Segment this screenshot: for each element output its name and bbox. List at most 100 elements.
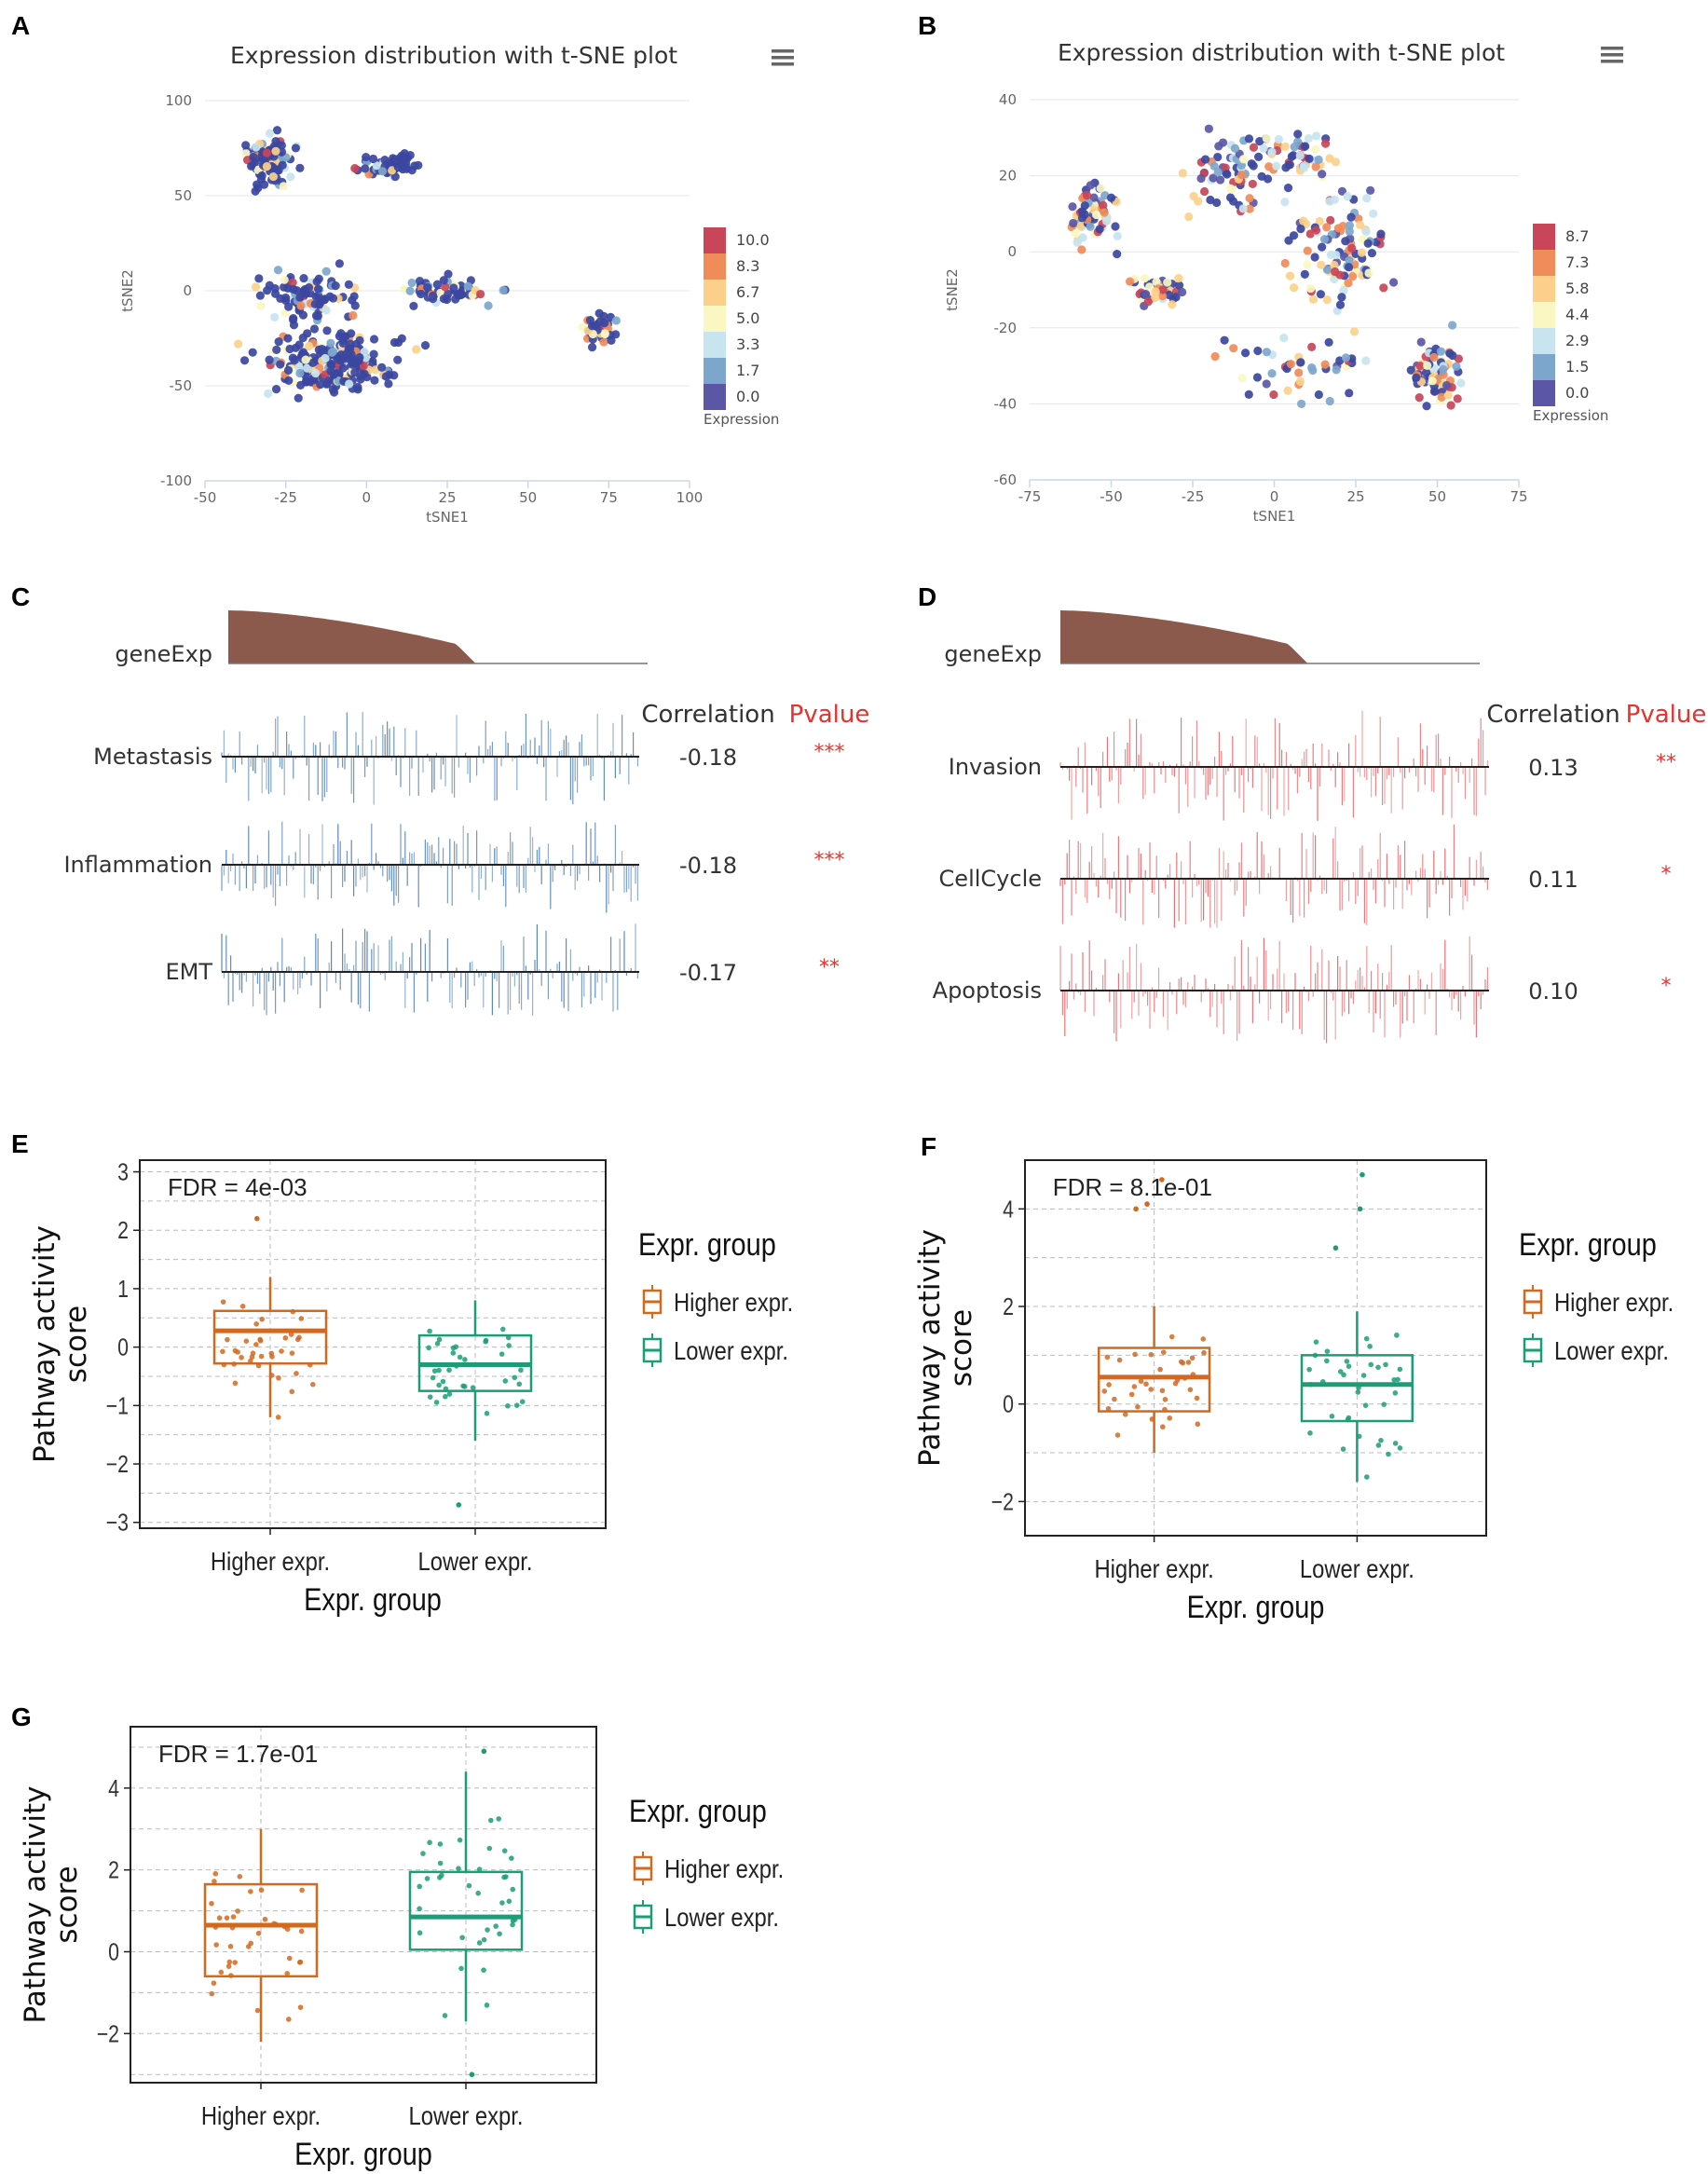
y-tick-label: 2 (117, 1217, 129, 1245)
jitter-point (1149, 1416, 1155, 1422)
jitter-point (502, 1378, 509, 1384)
legend-value: 1.7 (736, 362, 759, 379)
outlier-point (253, 1215, 260, 1222)
data-point (1446, 401, 1455, 410)
data-point (417, 289, 426, 299)
jitter-point (1178, 1359, 1184, 1365)
box-higher-expr (1097, 1177, 1211, 1454)
jitter-point (1157, 1366, 1163, 1373)
data-point (246, 161, 256, 171)
data-point (271, 385, 281, 394)
correlation-value: -0.18 (679, 853, 737, 879)
data-point (372, 161, 381, 171)
data-point (338, 363, 348, 373)
jitter-point (255, 1930, 262, 1936)
jitter-point (516, 1381, 523, 1388)
data-point (328, 294, 338, 303)
pathway-row: CellCycle 0.11 * (939, 824, 1672, 928)
data-point (1305, 283, 1316, 294)
data-point (286, 172, 295, 182)
barcode-bars (221, 712, 639, 805)
jitter-point (1105, 1405, 1112, 1412)
data-point (390, 172, 400, 182)
jitter-point (493, 1923, 499, 1929)
jitter-point (309, 1381, 316, 1388)
jitter-point (1122, 1411, 1128, 1417)
x-tick-label: 75 (600, 489, 618, 506)
data-point (1325, 197, 1334, 206)
x-axis-label: Expr. group (304, 1581, 442, 1618)
gene-expression-area (228, 610, 476, 663)
data-point (1221, 163, 1230, 172)
data-point (1269, 390, 1278, 400)
data-point (1100, 208, 1109, 217)
data-point (1361, 356, 1371, 365)
jitter-point (284, 1926, 291, 1933)
data-point (1335, 300, 1346, 309)
jitter-point (513, 1402, 520, 1408)
jitter-point (443, 1386, 449, 1392)
data-point (350, 301, 360, 310)
jitter-point (1356, 1433, 1362, 1440)
jitter-point (1367, 1344, 1373, 1349)
data-point (1343, 192, 1352, 201)
y-tick-label: -100 (160, 472, 192, 489)
data-point (1254, 152, 1264, 161)
legend-value: 4.4 (1565, 306, 1589, 323)
data-point (296, 301, 306, 310)
x-axis-label: tSNE1 (1253, 508, 1296, 525)
data-point (1178, 287, 1187, 297)
data-point (1095, 225, 1104, 234)
data-point (1429, 352, 1439, 362)
legend-value: 2.9 (1565, 332, 1589, 349)
data-point (1249, 143, 1259, 152)
data-point (1163, 278, 1172, 287)
box-higher-expr (212, 1215, 328, 1420)
data-point (1184, 212, 1194, 222)
data-point (409, 301, 418, 311)
y-axis-label: tSNE2 (944, 268, 961, 311)
data-point (1430, 387, 1440, 396)
data-point (1436, 347, 1446, 356)
data-point (1307, 363, 1317, 373)
legend-swatch (704, 306, 726, 332)
jitter-point (221, 1361, 227, 1368)
data-point (1295, 376, 1305, 387)
jitter-point (512, 1374, 518, 1381)
y-axis-label: Pathway activity (28, 1225, 61, 1463)
data-point (1089, 193, 1099, 202)
panel-label-d: D (918, 582, 937, 611)
correlation-value: 0.11 (1528, 867, 1578, 893)
jitter-point (1392, 1390, 1399, 1396)
data-point (309, 376, 319, 385)
data-point (1345, 255, 1354, 265)
jitter-point (1324, 1358, 1330, 1364)
jitter-point (230, 1914, 237, 1920)
data-point (1341, 237, 1350, 246)
data-point (1279, 334, 1289, 343)
data-point (1272, 161, 1281, 171)
data-point (1366, 185, 1375, 195)
data-point (1311, 162, 1320, 171)
data-point (262, 162, 272, 171)
data-point (348, 354, 357, 363)
data-point (1414, 393, 1424, 403)
jitter-point (442, 2013, 448, 2018)
jitter-point (484, 2003, 490, 2008)
pathway-label: Inflammation (63, 852, 212, 878)
tsne-panel-b: Expression distribution with t-SNE plot 4… (944, 39, 1623, 525)
fdr-label: FDR = 8.1e-01 (1053, 1173, 1212, 1201)
data-point (289, 284, 298, 294)
jitter-point (505, 1334, 512, 1341)
menu-icon (1601, 47, 1623, 63)
box-higher-expr (203, 1828, 319, 2043)
y-tick-label: −1 (106, 1392, 129, 1420)
legend-item-label: Higher expr. (674, 1287, 793, 1317)
data-point (1253, 346, 1263, 356)
jitter-point (297, 2004, 304, 2010)
jitter-point (424, 1876, 430, 1881)
data-point (326, 360, 335, 369)
data-point (1285, 271, 1295, 280)
jitter-point (1375, 1364, 1381, 1371)
